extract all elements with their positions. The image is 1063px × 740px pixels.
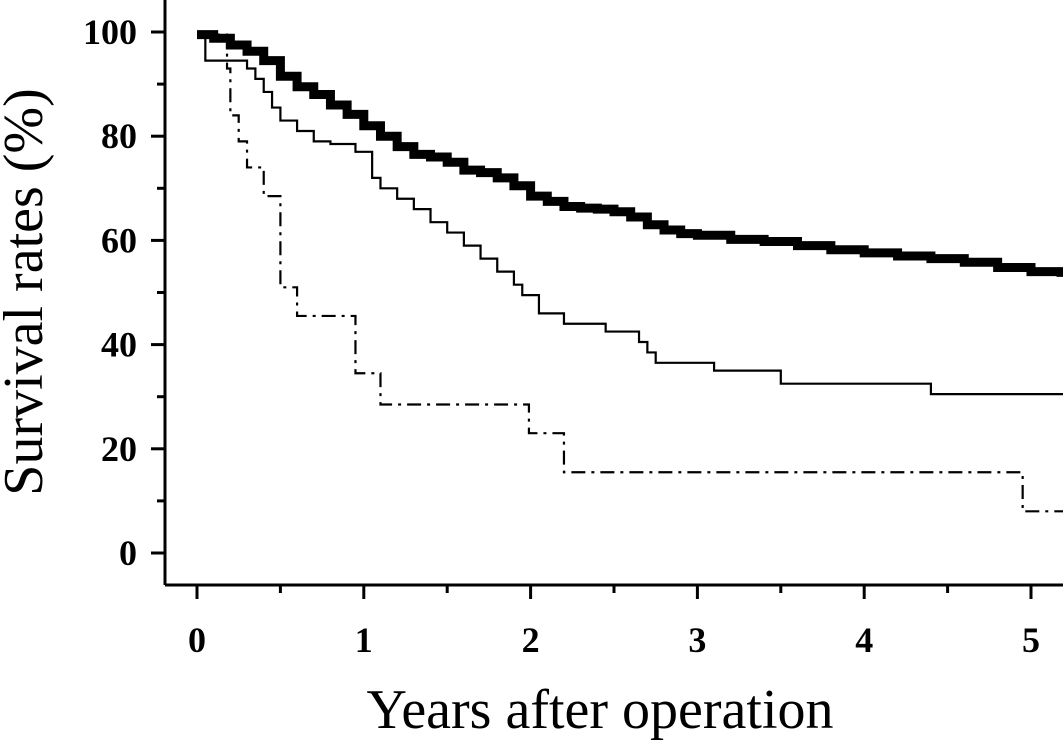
survival-curves bbox=[197, 30, 1063, 513]
y-tick-label: 20 bbox=[101, 429, 137, 469]
y-tick-label: 60 bbox=[101, 220, 137, 260]
y-tick-label: 0 bbox=[119, 533, 137, 573]
series-line-thin-solid bbox=[197, 33, 1063, 396]
x-axis-title: Years after operation bbox=[366, 679, 833, 740]
y-axis-title: Survival rates (%) bbox=[0, 88, 55, 495]
series-line-dash-dot bbox=[197, 33, 1063, 513]
x-tick-label: 1 bbox=[355, 620, 373, 660]
x-tick-label: 2 bbox=[522, 620, 540, 660]
x-tick-label: 4 bbox=[855, 620, 873, 660]
x-tick-label: 5 bbox=[1022, 620, 1040, 660]
y-tick-label: 80 bbox=[101, 116, 137, 156]
y-tick-label: 100 bbox=[83, 12, 137, 52]
y-tick-label: 40 bbox=[101, 325, 137, 365]
tick-labels: 0 20 40 60 80 100 0 1 2 3 4 5 bbox=[83, 12, 1040, 660]
series-line-thick-solid bbox=[197, 30, 1063, 277]
x-tick-label: 3 bbox=[688, 620, 706, 660]
x-tick-label: 0 bbox=[188, 620, 206, 660]
axes bbox=[151, 0, 1063, 599]
